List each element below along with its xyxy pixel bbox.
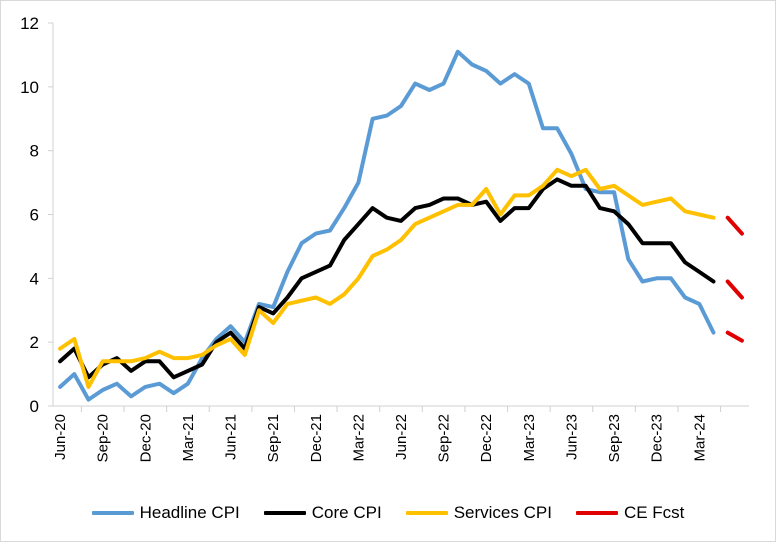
x-tick-label: Mar-23 xyxy=(521,414,538,462)
series-layer xyxy=(58,49,744,402)
legend-label-services: Services CPI xyxy=(453,503,552,522)
headline-cpi-line xyxy=(58,49,716,402)
legend-item-forecast: CE Fcst xyxy=(575,503,685,523)
x-tick-label: Mar-24 xyxy=(691,414,708,462)
y-tick-label: 10 xyxy=(20,78,39,97)
x-tick-label: Sep-21 xyxy=(265,414,282,462)
legend-swatch-services xyxy=(405,511,448,515)
x-tick-label: Dec-22 xyxy=(478,414,495,462)
y-tick-label: 8 xyxy=(30,142,39,161)
x-tick-label: Sep-23 xyxy=(606,414,623,462)
x-tick-label: Sep-20 xyxy=(95,414,112,462)
y-tick-label: 6 xyxy=(30,206,39,225)
forecast-line-1 xyxy=(725,279,744,300)
legend-item-services: Services CPI xyxy=(405,503,552,523)
legend-item-headline: Headline CPI xyxy=(91,503,240,523)
forecast-line-0 xyxy=(725,215,744,236)
x-tick-label: Mar-22 xyxy=(350,414,367,462)
legend-label-core: Core CPI xyxy=(311,503,382,522)
x-tick-label: Dec-23 xyxy=(649,414,666,462)
x-tick-label: Sep-22 xyxy=(436,414,453,462)
legend-label-headline: Headline CPI xyxy=(139,503,240,522)
legend-swatch-forecast xyxy=(575,511,618,515)
y-tick-label: 2 xyxy=(30,333,39,352)
axes: 0 2 4 6 8 10 12 Jun-20 Sep-20 Dec-20 Mar-21 Jun-21 S… xyxy=(20,14,749,462)
x-tick-label: Jun-23 xyxy=(563,414,580,460)
x-tick-label: Dec-21 xyxy=(308,414,325,462)
services-cpi-line xyxy=(58,167,716,389)
x-tick-label: Dec-20 xyxy=(137,414,154,462)
legend-item-core: Core CPI xyxy=(263,503,382,523)
legend: Headline CPI Core CPI Services CPI CE Fc… xyxy=(1,499,775,527)
legend-swatch-headline xyxy=(91,511,134,515)
forecast-line-2 xyxy=(725,330,744,343)
legend-swatch-core xyxy=(263,511,306,515)
y-tick-label: 0 xyxy=(30,397,39,416)
y-tick-label: 4 xyxy=(30,269,39,288)
x-tick-label: Mar-21 xyxy=(180,414,197,462)
y-tick-label: 12 xyxy=(20,14,39,33)
x-tick-label: Jun-22 xyxy=(393,414,410,460)
x-tick-label: Jun-20 xyxy=(52,414,69,460)
core-cpi-line xyxy=(58,177,716,380)
legend-label-forecast: CE Fcst xyxy=(623,503,685,522)
x-tick-label: Jun-21 xyxy=(223,414,240,460)
